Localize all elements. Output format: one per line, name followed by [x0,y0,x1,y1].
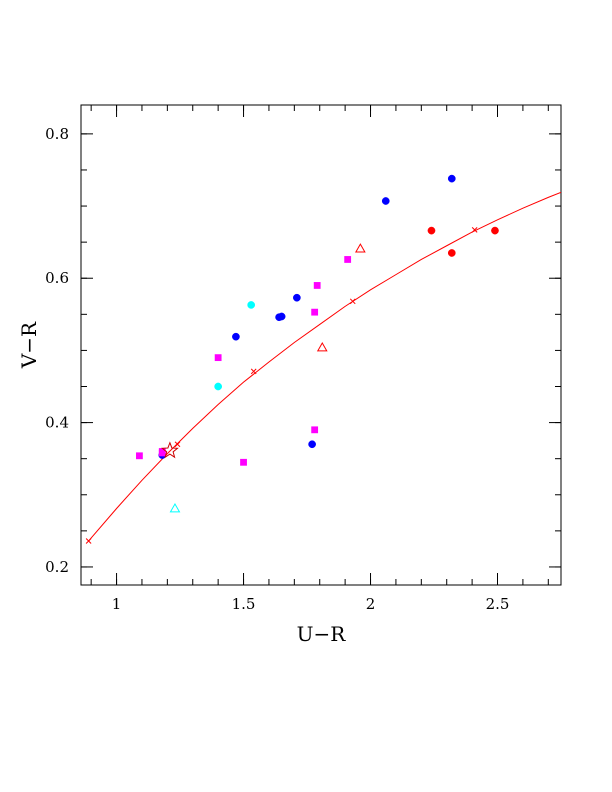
x-tick-label: 1.5 [232,595,256,613]
data-point-square [311,426,319,434]
curve-cross-marker [85,538,92,544]
curve-cross-marker [174,441,181,448]
x-tick-label: 1 [112,595,122,613]
data-point-square [344,256,352,263]
tick-labels: 1 1.5 2 2.5 0.2 0.4 0.6 0.8 [45,125,509,613]
data-point-circle [381,197,390,205]
data-point-circle [293,293,301,302]
data-point-circle [491,226,499,235]
fit-curve [88,191,561,542]
curve-cross-marker [349,298,356,305]
data-point-square [240,458,247,466]
y-tick-label: 0.6 [45,269,69,287]
y-tick-label: 0.8 [45,125,69,143]
data-point-triangle [355,243,366,253]
curve-cross-marker [250,368,257,375]
data-point-circle [277,312,286,321]
fit-curve-layer [85,191,561,544]
data-point-square [311,308,319,316]
y-axis-label: V−R [17,321,41,369]
x-axis-label: U−R [297,622,347,646]
data-point-circle [447,174,456,183]
plot-frame [80,104,562,586]
y-tick-label: 0.2 [45,558,69,576]
data-points-layer [136,174,499,513]
x-tick-label: 2 [366,595,376,613]
data-point-square [214,354,222,362]
y-tick-label: 0.4 [45,414,69,432]
data-point-star [160,441,179,459]
data-point-circle [447,249,456,257]
x-tick-label: 2.5 [486,595,510,613]
data-point-circle [232,332,240,341]
data-point-circle [308,440,316,449]
data-point-square [313,282,321,289]
curve-cross-marker [471,227,478,233]
axis-ticks [81,105,561,585]
data-point-square [158,448,166,455]
data-point-triangle [169,502,181,513]
data-point-circle [427,226,436,235]
data-point-circle [214,382,222,391]
data-point-square [136,452,143,460]
data-point-circle [247,301,256,309]
data-point-triangle [316,342,328,352]
